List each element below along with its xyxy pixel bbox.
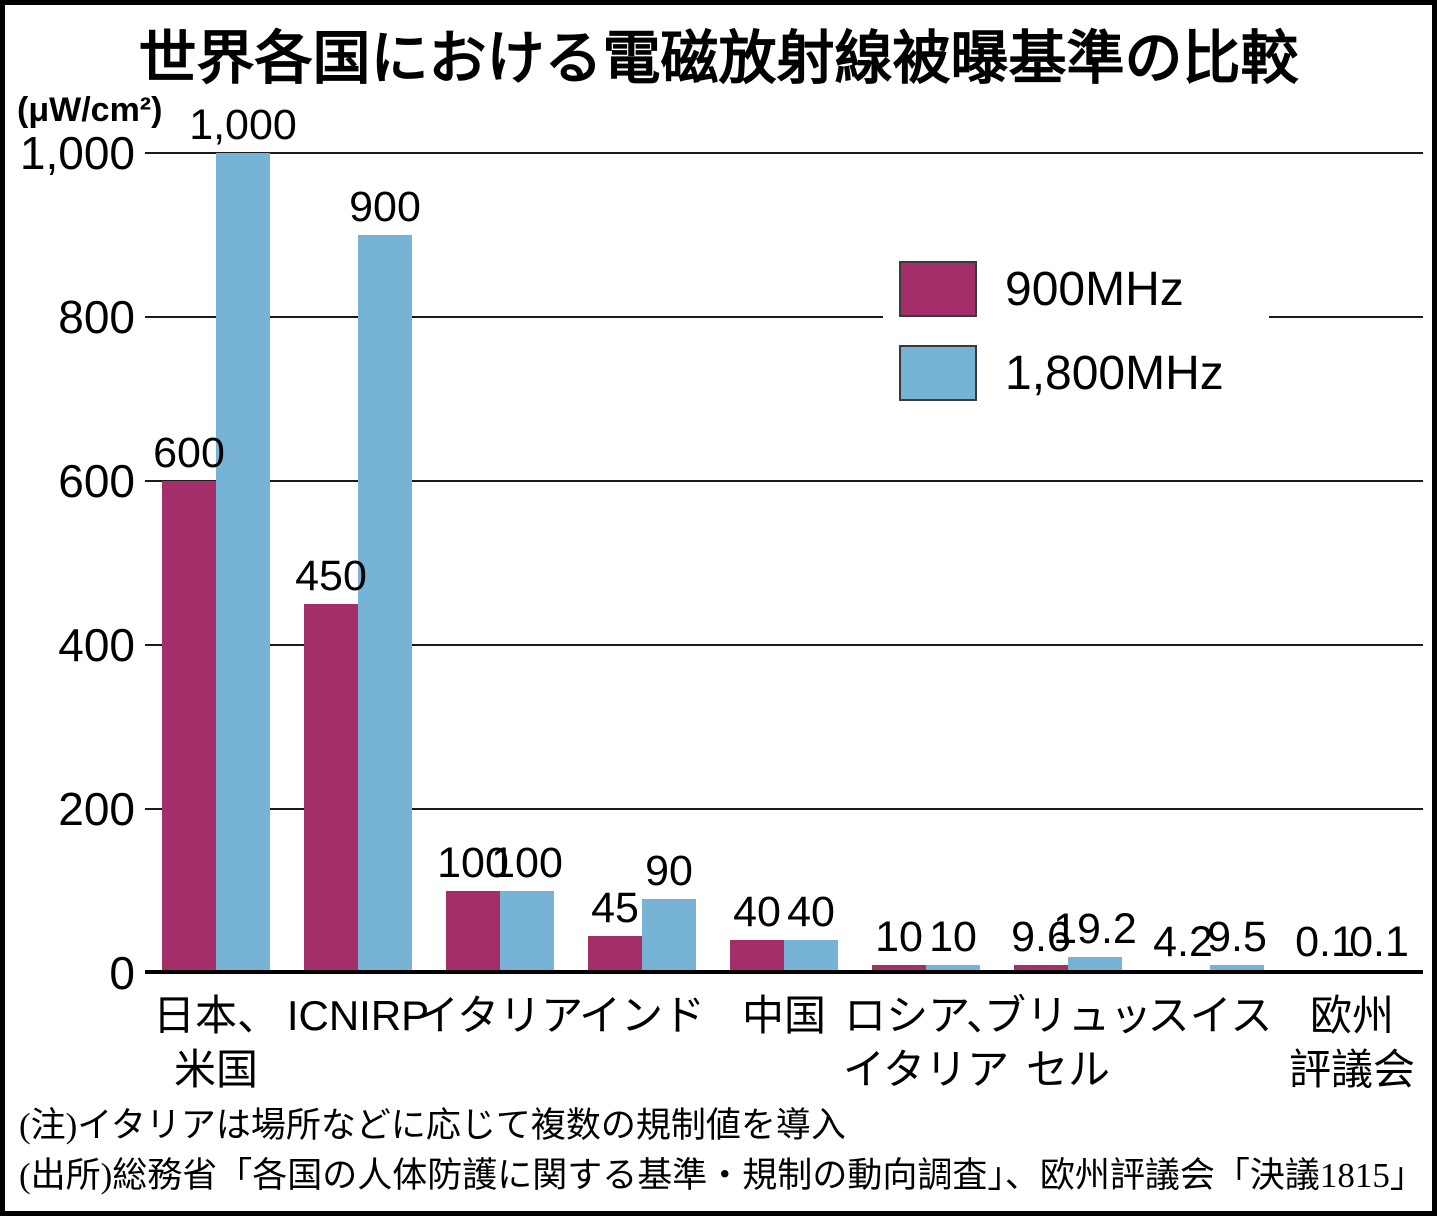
x-axis-baseline xyxy=(145,970,1423,974)
value-label-1,800MHz-group-1: 900 xyxy=(349,183,421,231)
bar-900MHz-group-3 xyxy=(588,936,642,973)
category-label-7: スイス xyxy=(1147,992,1273,1039)
bar-1,800MHz-group-5 xyxy=(926,964,980,973)
value-label-1,800MHz-group-0: 1,000 xyxy=(189,101,297,149)
category-label-1: ICNIRP xyxy=(286,992,430,1039)
legend-row-1800mhz: 1,800MHz xyxy=(899,345,1269,401)
category-label-8: 欧州 評議会 xyxy=(1288,992,1415,1093)
bar-900MHz-group-5 xyxy=(872,964,926,973)
category-label-2: イタリア xyxy=(416,992,584,1039)
category-label-5: ロシア、 イタリア xyxy=(842,992,1010,1093)
category-label-4: 中国 xyxy=(741,992,826,1039)
value-label-1,800MHz-group-3: 90 xyxy=(645,847,693,896)
category-label-3: インド xyxy=(578,992,705,1039)
value-label-900MHz-group-3: 45 xyxy=(591,884,639,933)
value-label-1,800MHz-group-4: 40 xyxy=(787,888,835,937)
y-tick-label-1,000: 1,000 xyxy=(19,127,135,179)
chart-title: 世界各国における電磁放射線被曝基準の比較 xyxy=(138,26,1299,91)
bar-1,800MHz-group-7 xyxy=(1210,965,1264,973)
legend-row-900mhz: 900MHz xyxy=(899,261,1269,317)
bar-900MHz-group-0 xyxy=(162,481,216,973)
y-tick-label-600: 600 xyxy=(58,455,135,507)
value-label-900MHz-group-5: 10 xyxy=(875,912,923,961)
category-label-0: 日本、 米国 xyxy=(152,992,279,1093)
value-label-1,800MHz-group-2: 100 xyxy=(491,839,563,887)
bar-900MHz-group-6 xyxy=(1014,965,1068,973)
legend-swatch-900mhz xyxy=(899,261,977,317)
bar-1,800MHz-group-4 xyxy=(784,940,838,973)
y-tick-label-800: 800 xyxy=(58,291,135,343)
value-label-900MHz-group-6: 9.6 xyxy=(1011,913,1071,962)
gridline-800 xyxy=(145,316,1423,318)
plot-area: 0 200 400 600 800 1,000 600 1,000 日本、 米国 450 900 ICN… xyxy=(5,5,1432,1211)
y-tick-label-0: 0 xyxy=(109,947,135,999)
y-tick-label-200: 200 xyxy=(58,783,135,835)
legend-label-900mhz: 900MHz xyxy=(1005,262,1184,316)
bar-900MHz-group-4 xyxy=(730,940,784,973)
legend: 900MHz 1,800MHz xyxy=(883,253,1269,413)
gridline-200 xyxy=(145,808,1423,810)
bar-1,800MHz-group-1 xyxy=(358,235,412,973)
bar-900MHz-group-1 xyxy=(304,604,358,973)
value-label-900MHz-group-0: 600 xyxy=(153,429,225,477)
bar-1,800MHz-group-3 xyxy=(642,899,696,973)
value-label-1,800MHz-group-7: 9.5 xyxy=(1207,913,1267,962)
value-label-900MHz-group-4: 40 xyxy=(733,888,781,937)
gridline-400 xyxy=(145,644,1423,646)
value-label-1,800MHz-group-6: 19.2 xyxy=(1053,905,1137,954)
value-label-1,800MHz-group-8: 0.1 xyxy=(1349,918,1409,966)
y-tick-label-400: 400 xyxy=(58,619,135,671)
value-label-900MHz-group-8: 0.1 xyxy=(1295,918,1355,966)
value-label-900MHz-group-2: 100 xyxy=(437,839,509,887)
gridline-600 xyxy=(145,480,1423,482)
bar-900MHz-group-2 xyxy=(446,891,500,973)
footnotes: (注)イタリアは場所などに応じて複数の規制値を導入 (出所)総務省「各国の人体防… xyxy=(19,1101,1429,1201)
bar-1,800MHz-group-2 xyxy=(500,891,554,973)
value-label-900MHz-group-7: 4.2 xyxy=(1153,917,1213,966)
value-label-900MHz-group-1: 450 xyxy=(295,552,367,600)
y-axis-unit-label: (μW/cm²) xyxy=(17,91,163,129)
footnote-source: (出所)総務省「各国の人体防護に関する基準・規制の動向調査」、欧州評議会「決議1… xyxy=(19,1156,1425,1195)
value-label-1,800MHz-group-5: 10 xyxy=(929,912,977,961)
category-label-6: ブリュッ セル xyxy=(983,992,1152,1093)
legend-swatch-1800mhz xyxy=(899,345,977,401)
gridline-1,000 xyxy=(145,152,1423,154)
bar-1,800MHz-group-0 xyxy=(216,153,270,973)
bar-1,800MHz-group-6 xyxy=(1068,957,1122,973)
legend-label-1800mhz: 1,800MHz xyxy=(1005,346,1224,400)
footnote-note: (注)イタリアは場所などに応じて複数の規制値を導入 xyxy=(19,1106,846,1145)
